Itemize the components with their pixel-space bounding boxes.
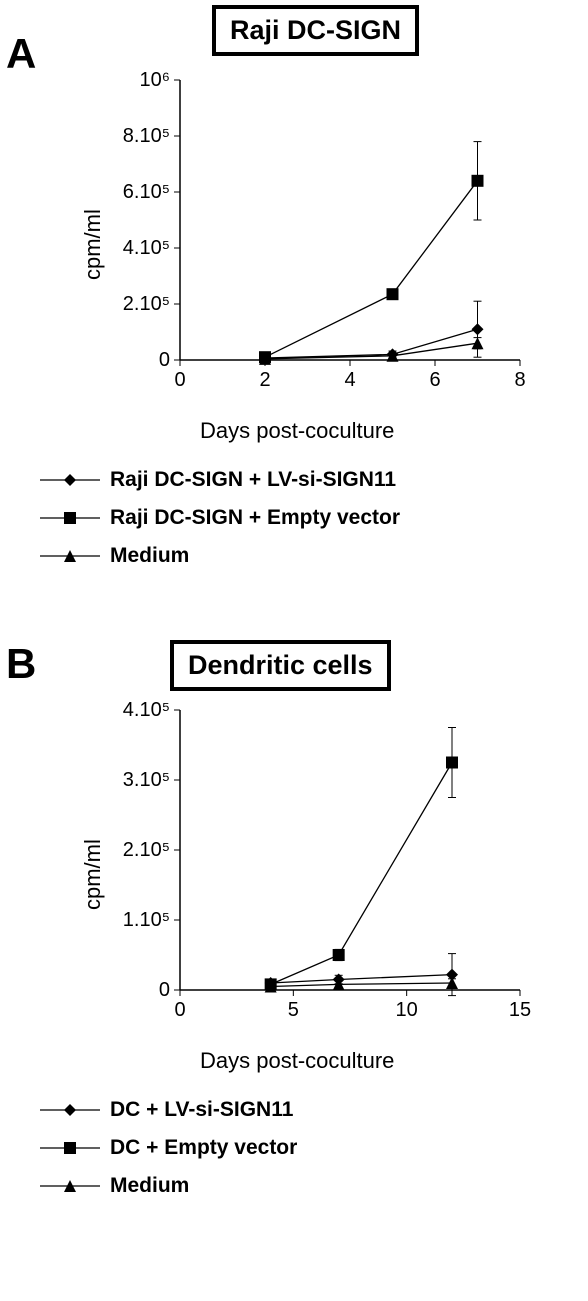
panel-a-letter: A [6,30,36,78]
svg-text:10⁶: 10⁶ [140,70,170,91]
legend-marker-triangle-icon [40,547,100,565]
panel-a-xlabel: Days post-coculture [200,418,394,444]
legend-item: Raji DC-SIGN + LV-si-SIGN11 [40,468,400,492]
svg-text:0: 0 [159,349,170,371]
svg-text:4.10⁵: 4.10⁵ [123,700,170,721]
legend-label: Raji DC-SIGN + Empty vector [110,506,400,530]
panel-a-title-box: Raji DC-SIGN [212,5,419,56]
legend-item: Raji DC-SIGN + Empty vector [40,506,400,530]
legend-label: Medium [110,1174,189,1198]
svg-text:6: 6 [429,369,440,391]
panel-a-letter-text: A [6,30,36,77]
panel-b-xlabel: Days post-coculture [200,1048,394,1074]
svg-text:4.10⁵: 4.10⁵ [123,237,170,259]
panel-a-title: Raji DC-SIGN [230,15,401,45]
legend-item: DC + Empty vector [40,1136,297,1160]
legend-item: Medium [40,1174,297,1198]
svg-text:5: 5 [288,999,299,1021]
panel-a-chart: 0 2.10⁵ 4.10⁵ 6.10⁵ 8.10⁵ 10⁶ 0 2 4 6 8 [100,70,540,430]
panel-b-letter-text: B [6,640,36,687]
svg-text:6.10⁵: 6.10⁵ [123,181,170,203]
panel-b-legend: DC + LV-si-SIGN11 DC + Empty vector Medium [40,1098,297,1212]
legend-item: DC + LV-si-SIGN11 [40,1098,297,1122]
legend-marker-square-icon [40,509,100,527]
svg-text:2.10⁵: 2.10⁵ [123,293,170,315]
legend-label: DC + LV-si-SIGN11 [110,1098,293,1122]
panel-b-title: Dendritic cells [188,650,373,680]
panel-b-letter: B [6,640,36,688]
svg-text:1.10⁵: 1.10⁵ [123,909,170,931]
legend-item: Medium [40,544,400,568]
svg-text:10: 10 [396,999,418,1021]
panel-a-legend: Raji DC-SIGN + LV-si-SIGN11 Raji DC-SIGN … [40,468,400,582]
panel-b-chart: 0 1.10⁵ 2.10⁵ 3.10⁵ 4.10⁵ 0 5 10 15 [100,700,540,1060]
legend-label: Medium [110,544,189,568]
svg-text:0: 0 [174,999,185,1021]
svg-text:8.10⁵: 8.10⁵ [123,125,170,147]
svg-text:3.10⁵: 3.10⁵ [123,769,170,791]
panel-b-title-box: Dendritic cells [170,640,391,691]
svg-text:15: 15 [509,999,531,1021]
svg-text:2.10⁵: 2.10⁵ [123,839,170,861]
svg-text:2: 2 [259,369,270,391]
legend-marker-triangle-icon [40,1177,100,1195]
legend-marker-square-icon [40,1139,100,1157]
svg-text:8: 8 [514,369,525,391]
legend-marker-diamond-icon [40,1101,100,1119]
svg-text:4: 4 [344,369,355,391]
legend-label: DC + Empty vector [110,1136,297,1160]
svg-text:0: 0 [159,979,170,1001]
panel-b-xlabel-text: Days post-coculture [200,1048,394,1073]
panel-a-xlabel-text: Days post-coculture [200,418,394,443]
legend-marker-diamond-icon [40,471,100,489]
legend-label: Raji DC-SIGN + LV-si-SIGN11 [110,468,396,492]
svg-text:0: 0 [174,369,185,391]
